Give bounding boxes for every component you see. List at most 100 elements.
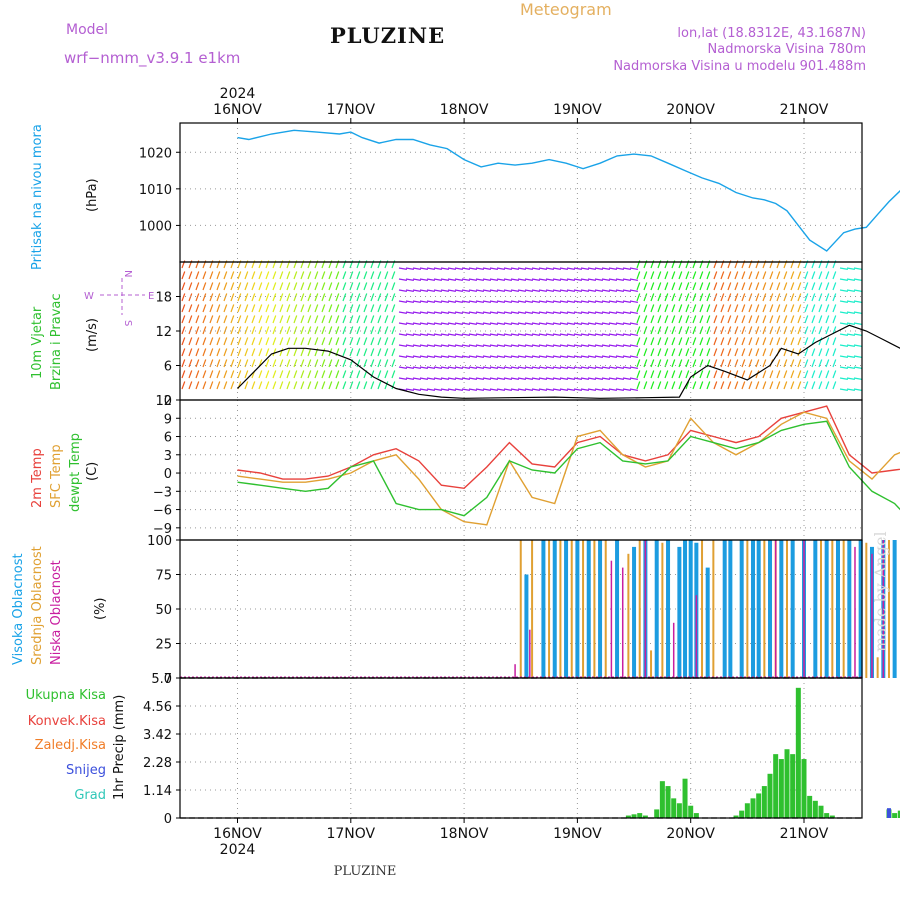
wind-barb (580, 311, 589, 314)
precip-bar-total (693, 813, 699, 818)
wind-barb (384, 326, 389, 335)
wind-barb (405, 311, 414, 314)
wind-barb (335, 282, 340, 291)
wind-barb (804, 315, 809, 324)
wind-barb (762, 348, 767, 357)
wind-barb (657, 315, 662, 324)
wind-barb (573, 300, 582, 303)
wind-barb (552, 388, 561, 391)
wind-barb (587, 289, 596, 292)
wind-barb (727, 293, 732, 302)
wind-barb (671, 282, 676, 291)
wind-barb-band (181, 260, 862, 391)
wind-barb (587, 366, 596, 369)
wind-barb (853, 355, 862, 358)
wind-barb (342, 348, 347, 357)
wind-barb (538, 322, 547, 325)
wind-barb (195, 282, 200, 291)
wind-barb (741, 359, 746, 368)
wind-barb (503, 388, 512, 391)
wind-barb (692, 359, 697, 368)
wind-barb (783, 326, 788, 335)
wind-barb (853, 289, 862, 292)
wind-barb (475, 377, 484, 380)
cloud-bar-low (803, 540, 805, 678)
wind-barb (279, 381, 284, 390)
precip-bar-total (631, 814, 637, 818)
wind-barb (202, 381, 207, 390)
wind-tick-label: 0 (164, 394, 172, 409)
wind-barb (503, 355, 512, 358)
wind-barb (643, 293, 648, 302)
wind-barb (846, 333, 855, 336)
wind-barb (573, 388, 582, 391)
wind-barb (804, 337, 809, 346)
precip-bar-snow (886, 808, 891, 818)
wind-barb (755, 381, 760, 390)
footer-station: PLUZINE (334, 864, 397, 879)
wind-barb (251, 381, 256, 390)
wind-barb (818, 293, 823, 302)
wind-barb (230, 326, 235, 335)
wind-barb (342, 326, 347, 335)
wind-barb (419, 366, 428, 369)
wind-barb (426, 388, 435, 391)
wind-barb (468, 278, 477, 281)
cloud-bar-mid (876, 657, 879, 678)
wind-barb (272, 359, 277, 368)
wind-barb (244, 337, 249, 346)
wind-barb (265, 337, 270, 346)
wind-barb (818, 337, 823, 346)
wind-barb (412, 344, 421, 347)
wind-compass: N S W E (84, 270, 154, 326)
wind-barb (363, 326, 368, 335)
wind-barb (272, 271, 277, 280)
wind-barb (573, 267, 582, 270)
wind-barb (601, 344, 610, 347)
wind-barb (426, 300, 435, 303)
wind-barb (566, 311, 575, 314)
wind-barb (314, 282, 319, 291)
precip-bar-total (688, 805, 694, 818)
wind-barb (461, 333, 470, 336)
x-date-top: 18NOV (440, 102, 489, 118)
wind-barb (412, 300, 421, 303)
wind-barb (832, 271, 837, 280)
wind-barb (629, 366, 638, 369)
wind-barb (622, 322, 631, 325)
wind-barb (412, 388, 421, 391)
wind-barb (734, 370, 739, 379)
wind-barb (405, 355, 414, 358)
wind-barb (279, 282, 284, 291)
precip-bar-total (733, 815, 739, 818)
wind-barb (454, 289, 463, 292)
wind-barb (727, 282, 732, 291)
wind-barb (825, 315, 830, 324)
precip-tick-label: 1.14 (143, 784, 172, 799)
temp-unit-label: (C) (85, 462, 100, 481)
wind-barb (461, 278, 470, 281)
wind-barb (727, 315, 732, 324)
wind-barb (433, 311, 442, 314)
wind-barb (776, 381, 781, 390)
wind-barb (839, 278, 848, 281)
wind-barb (762, 282, 767, 291)
wind-barb (293, 370, 298, 379)
precip-bar-total (829, 815, 835, 818)
wind-barb (755, 326, 760, 335)
wind-barb (839, 300, 848, 303)
wind-barb (398, 311, 407, 314)
wind-barb (825, 304, 830, 313)
cloud-bar-mid (842, 540, 845, 678)
wind-barb (188, 370, 193, 379)
wind-barb (615, 377, 624, 380)
wind-barb (517, 344, 526, 347)
precip-bar-total (778, 759, 784, 818)
wind-barb (559, 344, 568, 347)
cloud-bar-high (541, 540, 546, 678)
wind-barb (650, 381, 655, 390)
wind-barb (398, 278, 407, 281)
wind-barb (209, 337, 214, 346)
wind-barb (839, 322, 848, 325)
wind-barb (461, 267, 470, 270)
